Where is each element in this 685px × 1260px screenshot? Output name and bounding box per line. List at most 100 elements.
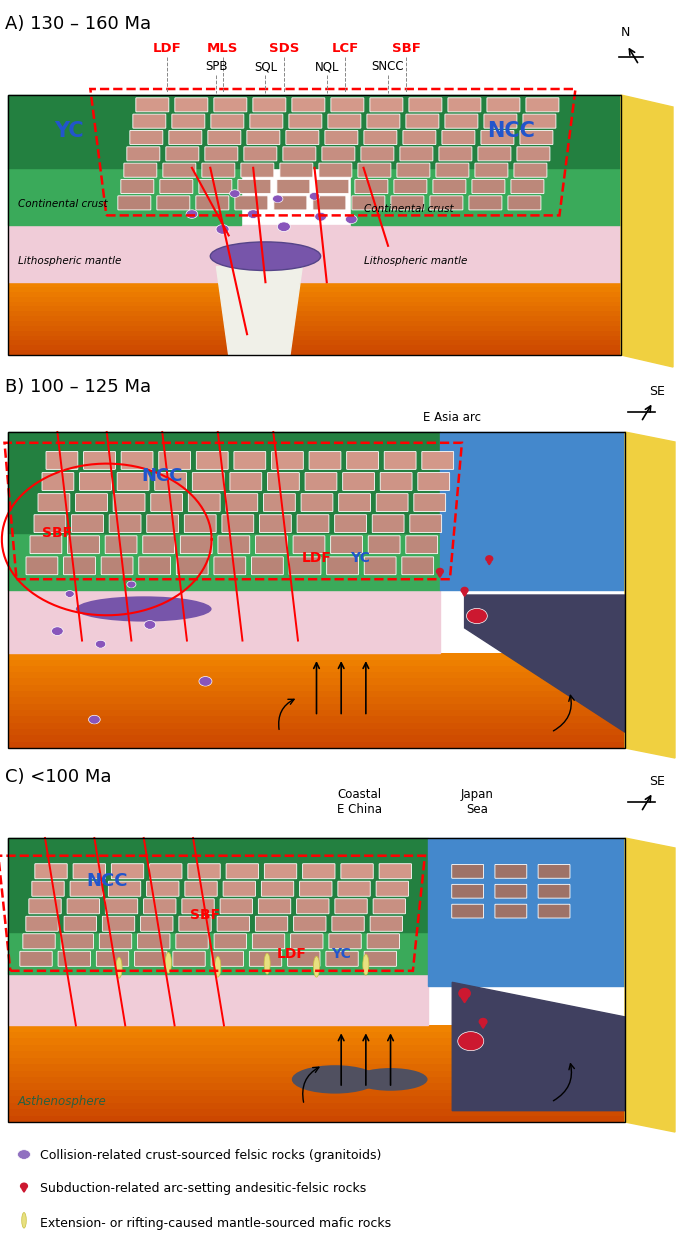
FancyBboxPatch shape [301, 494, 333, 512]
Ellipse shape [51, 626, 63, 635]
FancyBboxPatch shape [332, 916, 364, 931]
Text: LCF: LCF [332, 42, 359, 55]
FancyBboxPatch shape [84, 451, 115, 470]
FancyBboxPatch shape [238, 179, 271, 194]
FancyBboxPatch shape [197, 451, 228, 470]
Ellipse shape [315, 213, 327, 220]
Ellipse shape [95, 640, 105, 648]
Polygon shape [427, 1071, 625, 1077]
Polygon shape [8, 1032, 625, 1038]
FancyBboxPatch shape [192, 472, 224, 490]
FancyBboxPatch shape [517, 147, 550, 161]
FancyBboxPatch shape [384, 451, 416, 470]
Polygon shape [276, 198, 279, 202]
Polygon shape [440, 698, 625, 704]
Polygon shape [427, 1063, 625, 1071]
Polygon shape [68, 593, 71, 596]
Polygon shape [440, 723, 625, 730]
FancyBboxPatch shape [138, 934, 170, 949]
FancyBboxPatch shape [367, 115, 400, 129]
Text: Subduction-related arc-setting andesitic-felsic rocks: Subduction-related arc-setting andesitic… [40, 1182, 366, 1194]
FancyBboxPatch shape [176, 934, 208, 949]
Polygon shape [8, 94, 621, 168]
Ellipse shape [466, 609, 487, 624]
Text: Continental crust: Continental crust [18, 199, 108, 209]
FancyBboxPatch shape [147, 515, 179, 533]
Polygon shape [427, 838, 625, 987]
Polygon shape [190, 213, 194, 217]
Ellipse shape [479, 1018, 488, 1026]
Text: Japan
Sea: Japan Sea [460, 788, 493, 816]
Ellipse shape [88, 716, 100, 723]
Polygon shape [8, 711, 625, 717]
Polygon shape [440, 692, 625, 698]
FancyBboxPatch shape [341, 863, 373, 878]
FancyBboxPatch shape [514, 163, 547, 178]
FancyBboxPatch shape [199, 179, 232, 194]
FancyBboxPatch shape [46, 451, 78, 470]
FancyBboxPatch shape [208, 131, 241, 145]
Polygon shape [8, 659, 625, 665]
FancyBboxPatch shape [169, 131, 202, 145]
FancyBboxPatch shape [297, 515, 329, 533]
FancyBboxPatch shape [79, 472, 112, 490]
FancyBboxPatch shape [127, 147, 160, 161]
FancyBboxPatch shape [121, 451, 153, 470]
FancyBboxPatch shape [325, 131, 358, 145]
FancyBboxPatch shape [202, 163, 235, 178]
FancyBboxPatch shape [101, 557, 133, 575]
FancyBboxPatch shape [283, 147, 316, 161]
FancyBboxPatch shape [303, 863, 335, 878]
Polygon shape [8, 1057, 625, 1063]
Polygon shape [8, 1102, 625, 1109]
FancyBboxPatch shape [402, 557, 434, 575]
FancyBboxPatch shape [338, 494, 371, 512]
FancyBboxPatch shape [176, 557, 208, 575]
Ellipse shape [264, 954, 270, 974]
FancyBboxPatch shape [130, 131, 163, 145]
FancyBboxPatch shape [439, 147, 472, 161]
Ellipse shape [277, 222, 290, 232]
Ellipse shape [127, 581, 136, 587]
Polygon shape [8, 665, 625, 672]
FancyBboxPatch shape [299, 881, 332, 896]
Polygon shape [621, 94, 673, 367]
FancyBboxPatch shape [410, 515, 442, 533]
Polygon shape [440, 653, 625, 659]
Text: NCC: NCC [487, 121, 534, 141]
Polygon shape [625, 838, 675, 1131]
Polygon shape [251, 213, 255, 217]
FancyBboxPatch shape [147, 881, 179, 896]
Polygon shape [440, 717, 625, 723]
Ellipse shape [210, 242, 321, 271]
Polygon shape [8, 326, 621, 330]
FancyBboxPatch shape [214, 98, 247, 112]
Polygon shape [8, 1071, 625, 1077]
Text: Asthenosphere: Asthenosphere [18, 1095, 107, 1108]
FancyBboxPatch shape [376, 881, 408, 896]
FancyBboxPatch shape [32, 881, 64, 896]
Text: MLS: MLS [207, 42, 238, 55]
FancyBboxPatch shape [338, 881, 370, 896]
Polygon shape [148, 624, 151, 627]
FancyBboxPatch shape [335, 898, 367, 914]
FancyBboxPatch shape [268, 472, 299, 490]
FancyBboxPatch shape [511, 179, 544, 194]
FancyBboxPatch shape [38, 494, 70, 512]
FancyBboxPatch shape [342, 472, 375, 490]
Polygon shape [625, 432, 675, 759]
FancyBboxPatch shape [294, 916, 326, 931]
FancyBboxPatch shape [105, 898, 138, 914]
FancyBboxPatch shape [280, 163, 313, 178]
Polygon shape [462, 998, 468, 1003]
FancyBboxPatch shape [234, 451, 266, 470]
Polygon shape [8, 340, 621, 345]
Text: E Asia arc: E Asia arc [423, 411, 482, 425]
Text: YC: YC [332, 948, 351, 961]
Polygon shape [440, 730, 625, 736]
FancyBboxPatch shape [97, 951, 129, 966]
FancyBboxPatch shape [484, 115, 517, 129]
FancyBboxPatch shape [352, 195, 385, 210]
FancyBboxPatch shape [105, 536, 137, 553]
FancyBboxPatch shape [211, 951, 243, 966]
